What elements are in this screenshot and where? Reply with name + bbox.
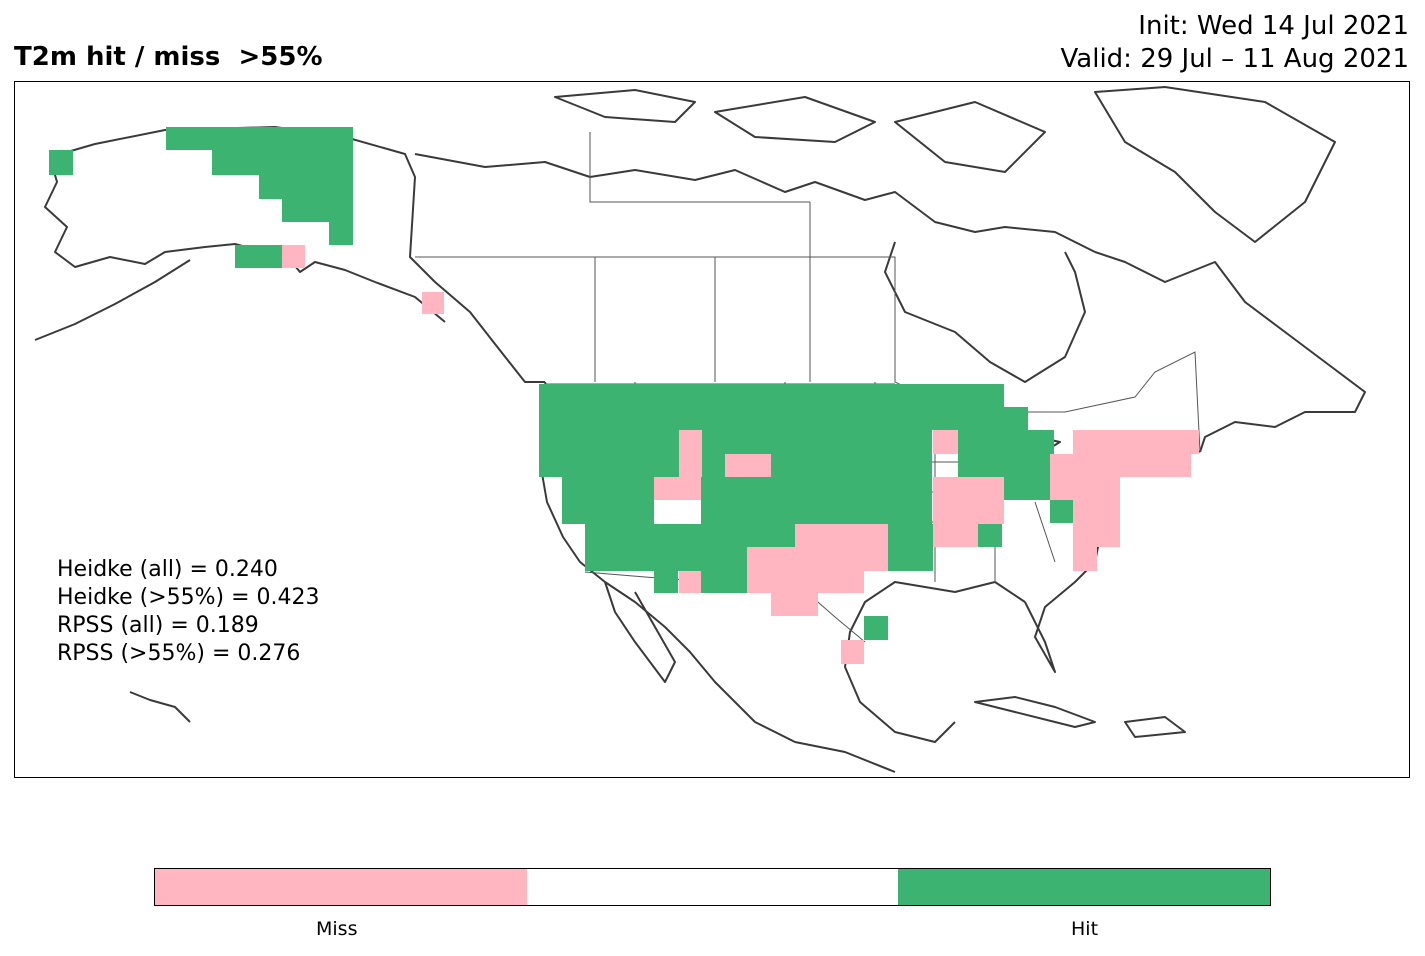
miss-cell xyxy=(771,593,818,616)
hawaii xyxy=(129,691,191,723)
arctic-coast xyxy=(414,153,1096,253)
gulf-coast xyxy=(844,581,1026,743)
colorbar-label-hit: Hit xyxy=(1071,918,1099,940)
hit-cell xyxy=(958,454,1054,477)
miss-cell xyxy=(747,547,888,571)
hit-cell xyxy=(166,127,353,150)
hispaniola xyxy=(1124,716,1186,738)
miss-cell xyxy=(679,430,702,477)
hit-cell xyxy=(702,454,725,477)
hit-cell xyxy=(212,150,353,175)
hit-cell xyxy=(585,547,747,571)
hit-cell xyxy=(1004,407,1028,430)
hit-cell xyxy=(888,547,933,571)
hit-cell xyxy=(864,616,888,640)
map-panel xyxy=(14,81,1410,778)
arctic-island-3 xyxy=(894,101,1046,173)
miss-cell xyxy=(1073,500,1120,524)
hit-cell xyxy=(701,571,747,593)
arctic-island-2 xyxy=(714,96,876,143)
colorbar-neutral-segment xyxy=(526,869,899,905)
hit-cell xyxy=(329,222,353,245)
hit-cell xyxy=(702,430,932,454)
hit-cell xyxy=(1004,477,1050,500)
miss-cell xyxy=(1050,454,1191,477)
hit-cells xyxy=(49,127,1073,640)
map-title: T2m hit / miss >55% xyxy=(14,42,323,72)
rpss-55: RPSS (>55%) = 0.276 xyxy=(57,641,301,666)
miss-cell xyxy=(1177,430,1199,454)
colorbar xyxy=(154,868,1271,906)
aleutians xyxy=(34,259,191,341)
hit-cell xyxy=(259,175,353,199)
hit-cell xyxy=(282,199,353,222)
rpss-all: RPSS (all) = 0.189 xyxy=(57,613,259,638)
cuba xyxy=(974,696,1096,728)
hit-cell xyxy=(1050,500,1073,523)
miss-cell xyxy=(679,571,701,593)
miss-cell xyxy=(933,500,1004,524)
miss-cell xyxy=(725,454,771,477)
init-date: Init: Wed 14 Jul 2021 xyxy=(1138,11,1409,41)
hudson-bay xyxy=(884,241,1086,383)
hit-cell xyxy=(654,571,678,593)
hit-cell xyxy=(978,524,1002,547)
miss-cell xyxy=(933,524,978,547)
labrador-coast xyxy=(1094,251,1366,453)
baja xyxy=(604,581,676,683)
miss-cell xyxy=(1073,524,1120,547)
map-canvas xyxy=(34,86,1366,773)
miss-cell xyxy=(747,571,864,593)
hit-cell xyxy=(562,477,654,524)
hit-cell xyxy=(49,150,73,175)
miss-cell xyxy=(933,430,958,454)
hit-cell xyxy=(539,430,679,477)
miss-cell xyxy=(282,245,305,268)
alaska-coast xyxy=(49,126,545,383)
miss-cells xyxy=(282,245,1199,664)
arctic-island-1 xyxy=(554,89,696,123)
miss-cell xyxy=(933,477,1004,500)
valid-range: Valid: 29 Jul – 11 Aug 2021 xyxy=(1060,44,1409,74)
hit-cell xyxy=(539,384,1004,430)
hit-cell xyxy=(958,430,1054,454)
hit-cell xyxy=(701,477,932,524)
hit-cell xyxy=(235,245,282,268)
miss-cell xyxy=(1050,477,1120,500)
hit-cell xyxy=(771,454,932,477)
skill-scores: Heidke (all) = 0.240 Heidke (>55%) = 0.4… xyxy=(57,556,320,668)
miss-cell xyxy=(841,640,864,664)
canada-provinces xyxy=(589,132,811,382)
miss-cell xyxy=(1073,430,1177,454)
alaska-west-coast xyxy=(44,156,446,323)
miss-cell xyxy=(654,477,701,500)
map-date-info: Init: Wed 14 Jul 2021 Valid: 29 Jul – 11… xyxy=(1061,10,1409,76)
greenland-edge xyxy=(1094,86,1336,243)
miss-cell xyxy=(1073,547,1097,571)
colorbar-miss-segment xyxy=(155,869,527,905)
heidke-55: Heidke (>55%) = 0.423 xyxy=(57,585,320,610)
colorbar-label-miss: Miss xyxy=(316,918,358,940)
heidke-all: Heidke (all) = 0.240 xyxy=(57,557,278,582)
colorbar-hit-segment xyxy=(898,869,1271,905)
miss-cell xyxy=(422,292,444,314)
miss-cell xyxy=(795,524,888,547)
